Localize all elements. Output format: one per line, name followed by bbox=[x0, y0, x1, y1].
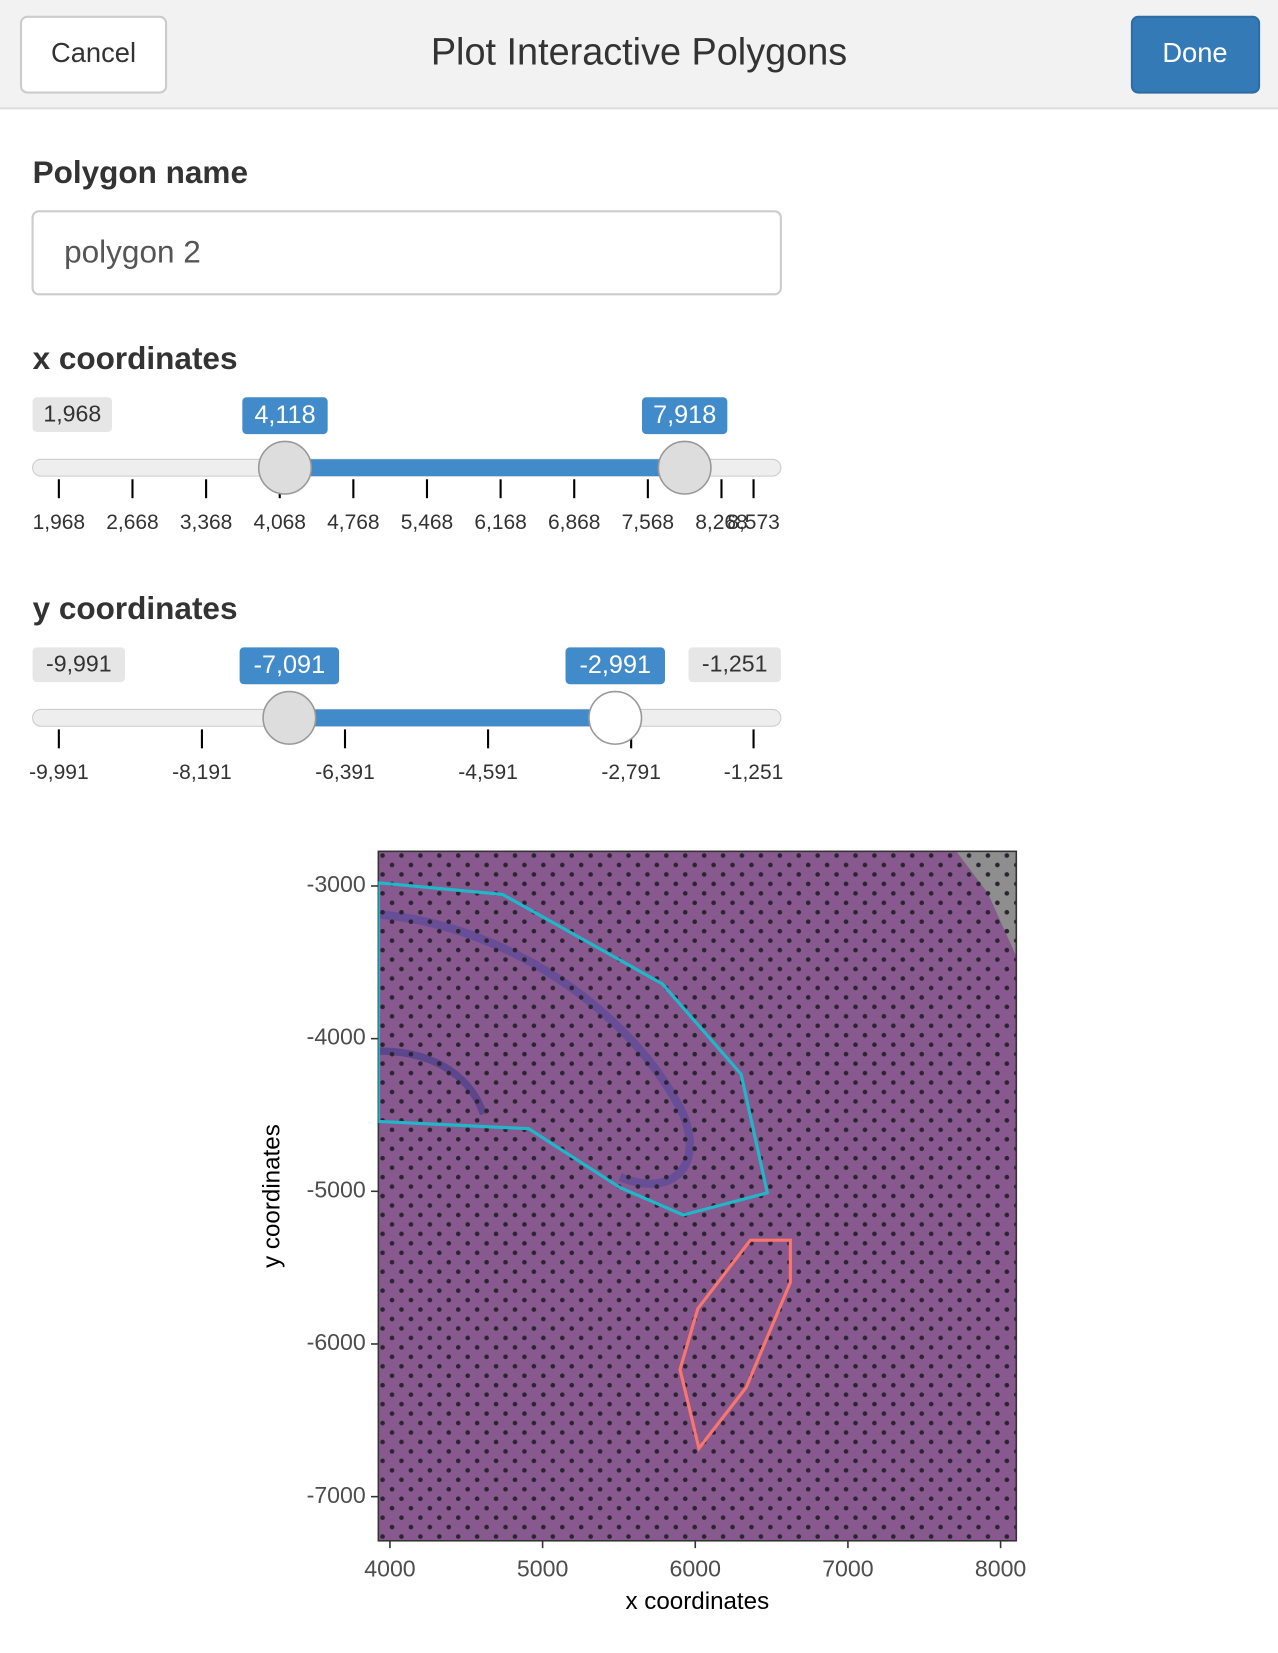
y-tick-label: -6000 bbox=[307, 1329, 366, 1355]
slider-bubble bbox=[242, 397, 328, 435]
slider-tick-label: 4,068 bbox=[253, 511, 306, 534]
done-label[interactable]: Done bbox=[1162, 37, 1227, 68]
slider-label: x coordinates bbox=[33, 340, 238, 376]
polygon-outline bbox=[678, 1238, 792, 1452]
slider-bubble bbox=[239, 647, 340, 685]
slider-tick-label: -9,991 bbox=[29, 761, 89, 784]
slider-tick-label: -2,791 bbox=[601, 761, 661, 784]
slider-bubble-label: -2,991 bbox=[579, 651, 651, 679]
slider-tick-label: 1,968 bbox=[33, 511, 86, 534]
slider-edge-label: -9,991 bbox=[46, 650, 112, 676]
slider-tick-label: -1,251 bbox=[724, 761, 784, 784]
slider-tick-label: 6,168 bbox=[474, 511, 527, 534]
x-tick-label: 8000 bbox=[975, 1555, 1026, 1581]
slider-range bbox=[289, 709, 616, 727]
tissue-image bbox=[378, 851, 1017, 1541]
x-tick-label: 4000 bbox=[364, 1555, 415, 1581]
x-tick-label: 7000 bbox=[822, 1555, 873, 1581]
done-button-box[interactable] bbox=[1130, 15, 1261, 94]
y-tick-label: -3000 bbox=[307, 871, 366, 897]
slider-tick-label: 8,268 bbox=[695, 511, 748, 534]
slider-bubble-label: 7,918 bbox=[653, 401, 716, 429]
slider-handle[interactable] bbox=[257, 440, 313, 495]
slider-edge-label: 1,968 bbox=[43, 400, 101, 426]
slider-handle[interactable] bbox=[588, 690, 643, 745]
panel-border bbox=[377, 850, 1018, 1542]
slider-tick-label: 2,668 bbox=[106, 511, 159, 534]
spot-grid bbox=[378, 851, 1017, 1541]
y-tick-label: -5000 bbox=[307, 1176, 366, 1202]
slider-tick-label: 4,768 bbox=[327, 511, 380, 534]
polygon-outline bbox=[378, 881, 770, 1217]
slider-edge-box bbox=[32, 397, 113, 432]
slider-tick-label: 8,573 bbox=[727, 511, 780, 534]
cancel-button[interactable]: Cancel bbox=[19, 15, 168, 94]
y-tick-label: -4000 bbox=[307, 1024, 366, 1050]
header-bar bbox=[0, 0, 1278, 109]
y-tick-label: -7000 bbox=[307, 1482, 366, 1508]
slider-bubble bbox=[565, 647, 665, 685]
slider-label: y coordinates bbox=[33, 590, 238, 626]
cancel-label[interactable]: Cancel bbox=[51, 37, 136, 68]
name-input[interactable] bbox=[31, 210, 782, 296]
cancel-button-box[interactable] bbox=[19, 15, 168, 94]
name-value[interactable]: polygon 2 bbox=[64, 234, 201, 270]
slider-bubble bbox=[641, 397, 728, 435]
slider-bubble-label: 4,118 bbox=[254, 401, 315, 429]
slider-tick-label: 3,368 bbox=[180, 511, 233, 534]
slider-range bbox=[284, 459, 685, 477]
slider-handle[interactable] bbox=[657, 440, 712, 495]
slider-edge-box bbox=[32, 647, 125, 683]
y-axis-title: y coordinates bbox=[259, 1124, 286, 1268]
slider-tick-label: 7,568 bbox=[622, 511, 675, 534]
name-label: Polygon name bbox=[33, 154, 248, 190]
x-tick-label: 5000 bbox=[517, 1555, 568, 1581]
slider-tick-label: -8,191 bbox=[172, 761, 232, 784]
slider-tick-label: 6,868 bbox=[548, 511, 601, 534]
polygons bbox=[378, 881, 792, 1452]
x-tick-label: 6000 bbox=[670, 1555, 721, 1581]
slider-bubble-label: -7,091 bbox=[254, 651, 326, 679]
slider-tick-label: -6,391 bbox=[315, 761, 375, 784]
slider-edge-box bbox=[688, 647, 781, 683]
slider-handle[interactable] bbox=[262, 690, 317, 745]
slider-tick-label: 5,468 bbox=[401, 511, 454, 534]
done-button[interactable]: Done bbox=[1130, 15, 1261, 94]
x-axis-title: x coordinates bbox=[625, 1588, 769, 1615]
slider-tick-label: -4,591 bbox=[458, 761, 518, 784]
slider-edge-label: -1,251 bbox=[702, 650, 768, 676]
title: Plot Interactive Polygons bbox=[431, 32, 847, 74]
